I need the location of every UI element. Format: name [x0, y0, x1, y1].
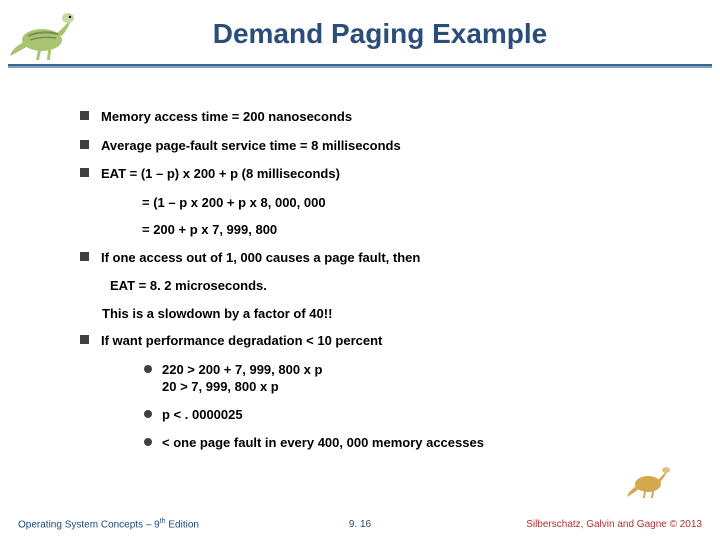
bullet-text: Average page-fault service time = 8 mill…	[101, 137, 401, 155]
line: 220 > 200 + 7, 999, 800 x p	[162, 361, 322, 379]
sub-line: = 200 + p x 7, 999, 800	[142, 221, 670, 239]
square-bullet-icon	[80, 252, 89, 261]
sub-bullet-text: 220 > 200 + 7, 999, 800 x p 20 > 7, 999,…	[162, 361, 322, 396]
footer-left: Operating System Concepts – 9th Edition	[18, 518, 199, 530]
sub-bullet-item: < one page fault in every 400, 000 memor…	[144, 434, 670, 452]
sub-line: EAT = 8. 2 microseconds.	[110, 277, 670, 295]
sub-bullet-item: 220 > 200 + 7, 999, 800 x p 20 > 7, 999,…	[144, 361, 670, 396]
sub-bullet-text: p < . 0000025	[162, 406, 243, 424]
bullet-item: Average page-fault service time = 8 mill…	[80, 137, 670, 155]
content-area: Memory access time = 200 nanoseconds Ave…	[0, 90, 720, 451]
slide: Demand Paging Example Memory access time…	[0, 0, 720, 540]
square-bullet-icon	[80, 111, 89, 120]
slide-title: Demand Paging Example	[0, 0, 720, 50]
bullet-text: EAT = (1 – p) x 200 + p (8 milliseconds)	[101, 165, 340, 183]
bullet-text: Memory access time = 200 nanoseconds	[101, 108, 352, 126]
bullet-text: If want performance degradation < 10 per…	[101, 332, 382, 350]
square-bullet-icon	[80, 335, 89, 344]
round-bullet-icon	[144, 410, 152, 418]
footer-left-text2: Edition	[166, 519, 199, 530]
sub-bullet-item: p < . 0000025	[144, 406, 670, 424]
bullet-item: If one access out of 1, 000 causes a pag…	[80, 249, 670, 267]
square-bullet-icon	[80, 140, 89, 149]
footer-copyright: Silberschatz, Galvin and Gagne © 2013	[526, 519, 702, 530]
line: 20 > 7, 999, 800 x p	[162, 378, 322, 396]
bullet-text: If one access out of 1, 000 causes a pag…	[101, 249, 420, 267]
header: Demand Paging Example	[0, 0, 720, 90]
sub-line: = (1 – p x 200 + p x 8, 000, 000	[142, 194, 670, 212]
sub-bullet-text: < one page fault in every 400, 000 memor…	[162, 434, 484, 452]
bullet-item: EAT = (1 – p) x 200 + p (8 milliseconds)	[80, 165, 670, 183]
round-bullet-icon	[144, 365, 152, 373]
round-bullet-icon	[144, 438, 152, 446]
title-underline	[8, 64, 712, 68]
sub-line: This is a slowdown by a factor of 40!!	[102, 305, 670, 323]
footer-page-number: 9. 16	[349, 519, 371, 530]
dinosaur-icon-bottom	[626, 462, 672, 500]
footer-left-text: Operating System Concepts – 9	[18, 519, 160, 530]
square-bullet-icon	[80, 168, 89, 177]
footer: Operating System Concepts – 9th Edition …	[0, 518, 720, 530]
bullet-item: Memory access time = 200 nanoseconds	[80, 108, 670, 126]
dinosaur-icon-top	[8, 6, 80, 62]
bullet-item: If want performance degradation < 10 per…	[80, 332, 670, 350]
